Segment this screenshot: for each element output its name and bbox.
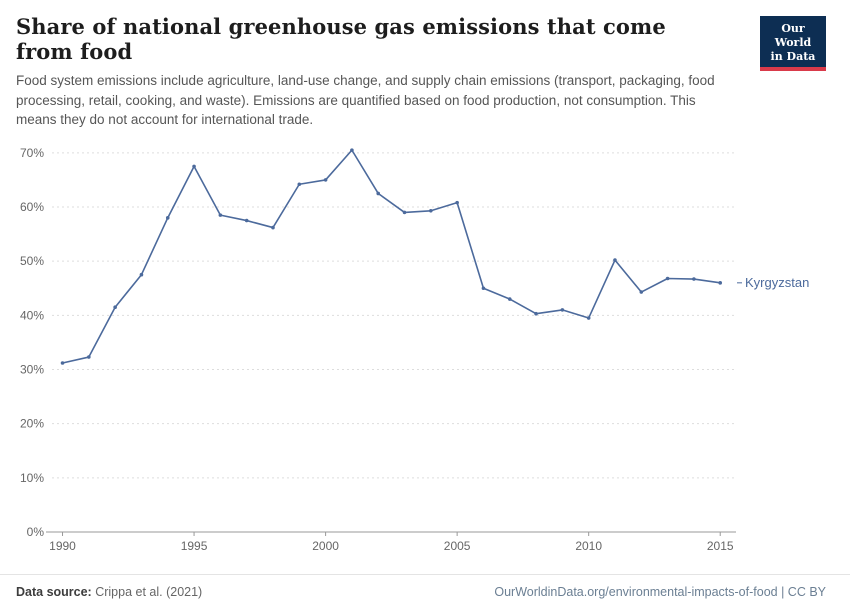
chart-footer: Data source: Crippa et al. (2021) OurWor…	[0, 573, 850, 600]
data-point[interactable]	[534, 311, 538, 316]
title-block: Share of national greenhouse gas emissio…	[16, 14, 716, 130]
data-point[interactable]	[613, 257, 617, 262]
series-label: Kyrgyzstan	[745, 275, 809, 290]
y-tick-label: 0%	[27, 525, 45, 539]
data-point[interactable]	[218, 213, 223, 217]
data-point[interactable]	[244, 218, 249, 223]
data-point[interactable]	[507, 296, 512, 301]
data-source-label: Data source:	[16, 584, 92, 599]
chart-subtitle: Food system emissions include agricultur…	[16, 73, 715, 128]
footer-link[interactable]: OurWorldinData.org/environmental-impacts…	[494, 584, 826, 599]
y-tick-label: 60%	[20, 200, 44, 214]
x-tick-label: 2005	[444, 539, 471, 553]
x-tick-label: 2010	[575, 539, 602, 553]
owid-logo: Our World in Data	[760, 16, 826, 72]
page-title: Share of national greenhouse gas emissio…	[16, 14, 666, 64]
owid-logo-line2: in Data	[770, 49, 816, 63]
data-line-kyrgyzstan[interactable]	[62, 149, 721, 364]
data-point[interactable]	[376, 191, 381, 195]
data-source: Data source: Crippa et al. (2021)	[16, 585, 202, 599]
y-tick-label: 40%	[20, 308, 44, 322]
data-point[interactable]	[60, 360, 65, 365]
data-point[interactable]	[297, 182, 302, 186]
data-point[interactable]	[586, 315, 591, 320]
x-tick-label: 2015	[707, 539, 734, 553]
data-point[interactable]	[455, 200, 459, 205]
data-point[interactable]	[665, 276, 670, 280]
x-tick-label: 2000	[312, 539, 339, 553]
data-point[interactable]	[192, 164, 196, 168]
data-point[interactable]	[402, 210, 407, 214]
data-source-value: Crippa et al. (2021)	[91, 584, 203, 599]
data-point[interactable]	[165, 215, 170, 220]
y-tick-label: 20%	[20, 416, 44, 430]
y-tick-label: 10%	[20, 471, 44, 485]
data-point[interactable]	[481, 286, 486, 290]
x-tick-label: 1990	[49, 539, 76, 553]
data-point[interactable]	[639, 289, 644, 294]
y-tick-label: 70%	[20, 146, 44, 160]
data-point[interactable]	[429, 208, 433, 213]
data-point[interactable]	[718, 280, 723, 285]
data-point[interactable]	[271, 225, 275, 230]
data-point[interactable]	[113, 305, 117, 309]
data-point[interactable]	[560, 307, 565, 312]
x-tick-label: 1995	[181, 539, 208, 553]
data-point[interactable]	[87, 354, 91, 359]
data-point[interactable]	[350, 148, 354, 152]
y-tick-label: 30%	[20, 362, 44, 376]
data-point[interactable]	[139, 272, 144, 277]
chart-header: Share of national greenhouse gas emissio…	[0, 0, 850, 130]
chart-area: 0% 10% 20% 30% 40% 50% 60% 70% 1990 1995 2000 2005 2…	[0, 130, 850, 574]
owid-logo-line1: Our World	[774, 22, 812, 49]
data-point[interactable]	[692, 276, 696, 281]
data-point[interactable]	[323, 177, 328, 182]
y-tick-label: 50%	[20, 254, 44, 268]
chart-svg: 0% 10% 20% 30% 40% 50% 60% 70% 1990 1995 2000 2005 2…	[20, 146, 809, 553]
